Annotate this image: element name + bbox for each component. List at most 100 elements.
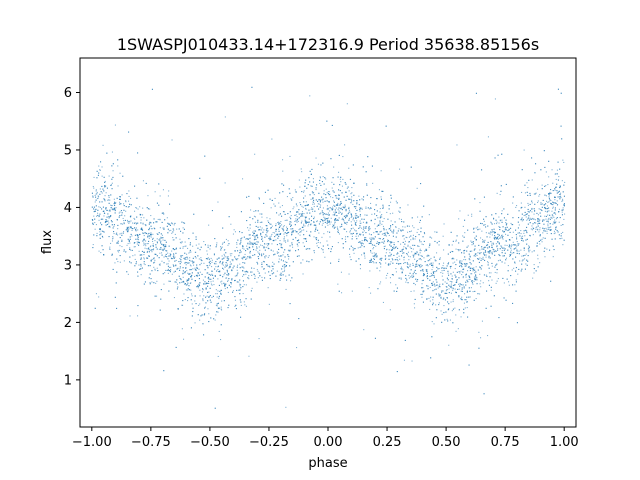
data-point — [173, 224, 175, 226]
data-point — [254, 153, 256, 155]
data-point — [521, 268, 523, 270]
data-point — [504, 262, 506, 264]
data-point — [231, 259, 233, 261]
data-point — [334, 218, 336, 220]
data-point — [378, 237, 380, 239]
data-point — [96, 170, 98, 172]
data-point — [512, 258, 514, 260]
data-point — [173, 256, 175, 258]
data-point — [553, 216, 555, 218]
data-point — [420, 265, 422, 267]
data-point — [97, 209, 99, 211]
data-point — [359, 246, 361, 248]
data-point — [538, 218, 540, 220]
data-point — [119, 172, 121, 174]
data-point — [479, 252, 481, 254]
data-point — [493, 232, 495, 234]
data-point — [168, 255, 170, 257]
data-point — [247, 238, 249, 240]
data-point — [445, 290, 447, 292]
data-point — [268, 271, 270, 273]
data-point — [253, 230, 255, 232]
data-point — [159, 219, 161, 221]
data-point — [310, 185, 312, 187]
data-point — [310, 223, 312, 225]
data-point — [279, 206, 281, 208]
data-point — [537, 229, 539, 231]
data-point — [256, 269, 258, 271]
data-point — [545, 195, 547, 197]
data-point — [421, 265, 423, 267]
data-point — [426, 264, 428, 266]
data-point — [470, 240, 472, 242]
data-point — [560, 233, 562, 235]
data-point — [253, 210, 255, 212]
data-point — [380, 257, 382, 259]
data-point — [205, 288, 207, 290]
data-point — [418, 265, 420, 267]
data-point — [427, 285, 429, 287]
data-point — [111, 208, 113, 210]
data-point — [125, 229, 127, 231]
data-point — [360, 246, 362, 248]
data-point — [295, 250, 297, 252]
data-point — [496, 245, 498, 247]
data-point — [162, 248, 164, 250]
data-point — [127, 273, 129, 275]
data-point — [521, 206, 523, 208]
data-point — [132, 255, 134, 257]
data-point — [167, 258, 169, 260]
data-point — [507, 249, 509, 251]
data-point — [354, 217, 356, 219]
data-point — [361, 208, 363, 210]
data-point — [555, 202, 557, 204]
data-point — [517, 227, 519, 229]
data-point — [189, 257, 191, 259]
data-point — [384, 255, 386, 257]
data-point — [203, 283, 205, 285]
data-point — [386, 233, 388, 235]
data-point — [305, 207, 307, 209]
data-point — [381, 241, 383, 243]
data-point — [228, 304, 230, 306]
data-point — [177, 308, 179, 310]
data-point — [107, 213, 109, 215]
data-point — [463, 252, 465, 254]
data-point — [340, 181, 342, 183]
data-point — [421, 293, 423, 295]
data-point — [284, 249, 286, 251]
data-point — [181, 304, 183, 306]
data-point — [145, 245, 147, 247]
data-point — [393, 246, 395, 248]
data-point — [284, 240, 286, 242]
data-point — [275, 239, 277, 241]
data-point — [370, 207, 372, 209]
data-point — [190, 299, 192, 301]
data-point — [407, 244, 409, 246]
data-point — [525, 216, 527, 218]
data-point — [128, 200, 130, 202]
data-point — [389, 228, 391, 230]
data-point — [370, 251, 372, 253]
data-point — [391, 258, 393, 260]
data-point — [301, 205, 303, 207]
data-point — [330, 196, 332, 198]
data-point — [359, 264, 361, 266]
data-point — [459, 260, 461, 262]
data-point — [471, 273, 473, 275]
data-point — [185, 264, 187, 266]
data-point — [349, 178, 351, 180]
data-point — [318, 223, 320, 225]
data-point — [402, 248, 404, 250]
data-point — [149, 246, 151, 248]
data-point — [441, 275, 443, 277]
data-point — [481, 320, 483, 322]
data-point — [106, 209, 108, 211]
data-point — [167, 228, 169, 230]
data-point — [508, 281, 510, 283]
data-point — [266, 232, 268, 234]
data-point — [143, 233, 145, 235]
data-point — [112, 227, 114, 229]
data-point — [166, 269, 168, 271]
data-point — [537, 225, 539, 227]
